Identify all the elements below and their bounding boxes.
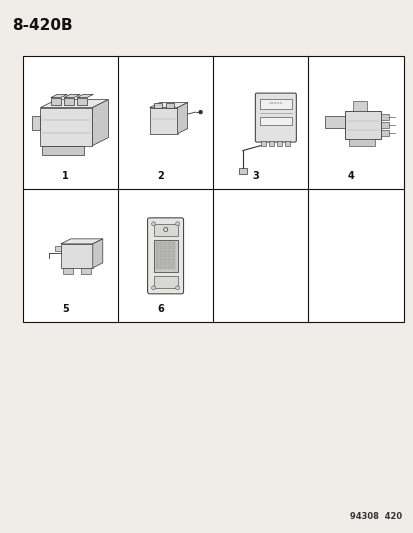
Bar: [165, 102, 173, 108]
Bar: [81, 268, 90, 274]
Bar: [42, 146, 84, 155]
Text: 8-420B: 8-420B: [12, 18, 72, 33]
Bar: [167, 246, 170, 249]
Polygon shape: [40, 100, 108, 108]
Bar: [76, 98, 87, 104]
Bar: [171, 254, 174, 257]
Polygon shape: [40, 108, 92, 146]
Bar: [153, 224, 177, 236]
Polygon shape: [51, 94, 67, 98]
Bar: [155, 242, 158, 245]
Bar: [63, 268, 73, 274]
Bar: [23, 56, 403, 322]
Polygon shape: [177, 102, 187, 134]
Bar: [64, 98, 74, 104]
Bar: [238, 167, 246, 174]
Bar: [167, 262, 170, 265]
Bar: [159, 242, 162, 245]
Bar: [163, 242, 166, 245]
Bar: [259, 99, 291, 109]
Bar: [276, 141, 281, 146]
Bar: [163, 254, 166, 257]
Text: 5: 5: [62, 304, 69, 314]
Bar: [167, 266, 170, 269]
Bar: [171, 246, 174, 249]
Bar: [268, 141, 273, 146]
Bar: [32, 116, 40, 130]
Bar: [163, 246, 166, 249]
Bar: [344, 111, 380, 140]
Bar: [159, 258, 162, 261]
Text: =====: =====: [268, 102, 282, 106]
Bar: [380, 123, 388, 128]
Circle shape: [199, 110, 202, 114]
Bar: [163, 250, 166, 253]
Bar: [352, 101, 366, 111]
Text: 6: 6: [157, 304, 164, 314]
Bar: [171, 262, 174, 265]
Text: 4: 4: [347, 171, 354, 181]
Circle shape: [175, 222, 179, 226]
Polygon shape: [149, 102, 187, 108]
Bar: [163, 258, 166, 261]
Bar: [325, 116, 344, 128]
Text: O: O: [163, 227, 168, 233]
Bar: [163, 262, 166, 265]
Bar: [167, 242, 170, 245]
Bar: [159, 250, 162, 253]
Bar: [167, 258, 170, 261]
Polygon shape: [64, 94, 80, 98]
Bar: [155, 246, 158, 249]
Bar: [159, 266, 162, 269]
Circle shape: [151, 222, 155, 226]
Bar: [284, 141, 289, 146]
Bar: [153, 240, 177, 272]
Bar: [159, 262, 162, 265]
Bar: [153, 102, 161, 108]
Bar: [153, 276, 177, 288]
Bar: [155, 266, 158, 269]
Bar: [171, 242, 174, 245]
Polygon shape: [61, 244, 93, 268]
Circle shape: [151, 286, 155, 290]
Bar: [163, 266, 166, 269]
Bar: [155, 254, 158, 257]
Bar: [155, 258, 158, 261]
Polygon shape: [92, 100, 108, 146]
Polygon shape: [93, 239, 102, 268]
Bar: [55, 246, 61, 251]
Bar: [155, 250, 158, 253]
Bar: [380, 115, 388, 120]
Bar: [159, 246, 162, 249]
Polygon shape: [149, 108, 177, 134]
Bar: [167, 254, 170, 257]
Bar: [167, 250, 170, 253]
Text: 1: 1: [62, 171, 69, 181]
Text: 2: 2: [157, 171, 164, 181]
Text: 3: 3: [252, 171, 259, 181]
Bar: [380, 131, 388, 136]
Text: 94308  420: 94308 420: [349, 512, 401, 521]
Bar: [155, 262, 158, 265]
Bar: [171, 266, 174, 269]
FancyBboxPatch shape: [255, 93, 296, 142]
Bar: [171, 258, 174, 261]
Bar: [159, 254, 162, 257]
Bar: [260, 141, 265, 146]
Polygon shape: [76, 94, 93, 98]
Bar: [171, 250, 174, 253]
FancyBboxPatch shape: [147, 218, 183, 294]
Bar: [349, 140, 374, 147]
Bar: [51, 98, 61, 104]
Bar: [259, 117, 291, 125]
Polygon shape: [61, 239, 102, 244]
Circle shape: [175, 286, 179, 290]
